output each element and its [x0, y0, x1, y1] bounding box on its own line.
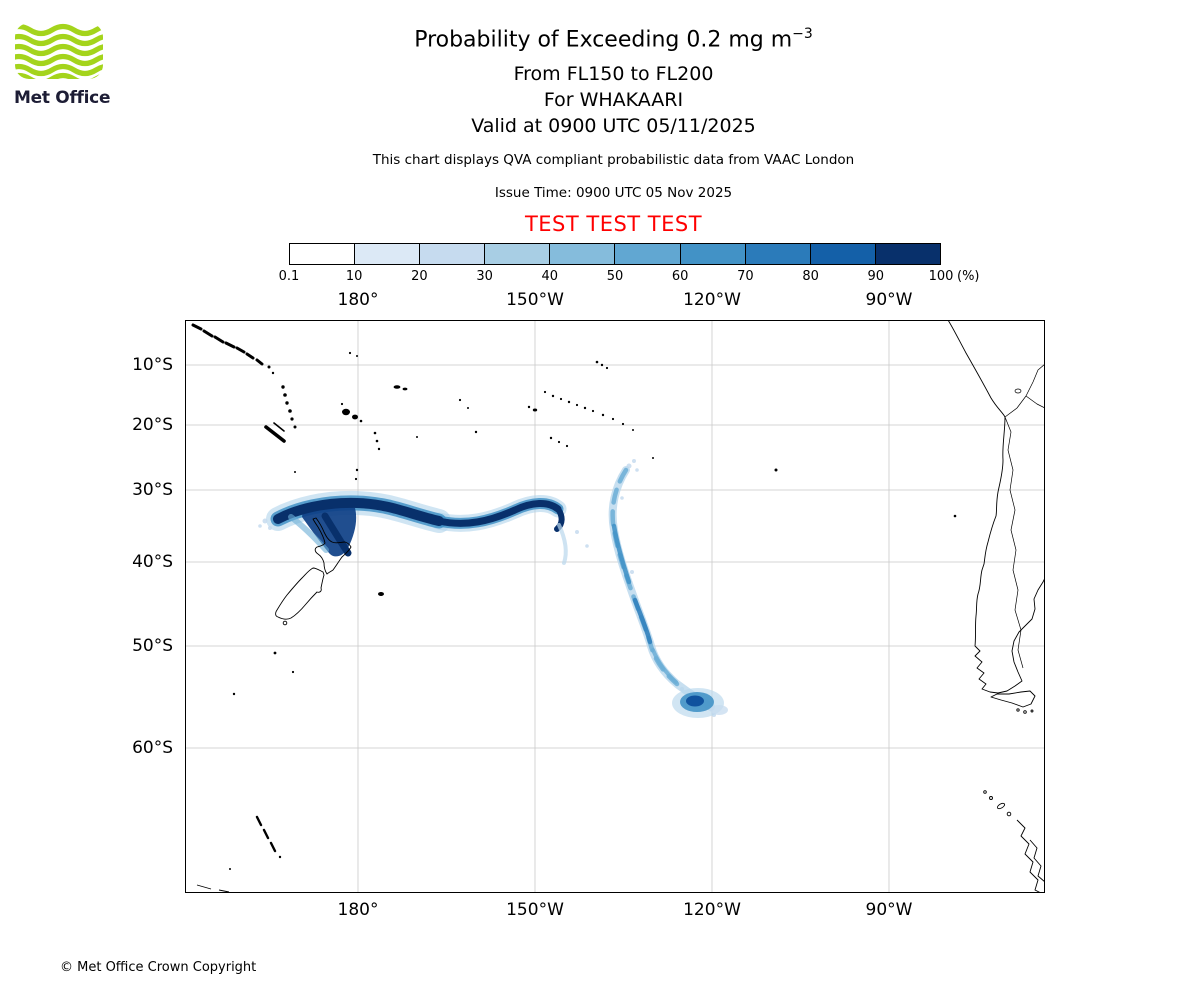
x-tick-label: 120°W [683, 290, 741, 310]
volcano-subtitle: For WHAKAARI [543, 88, 684, 111]
legend-tick: 90 [867, 269, 885, 284]
plume-hook-fringe [288, 514, 329, 553]
islands [191, 323, 957, 870]
country-borders [1004, 363, 1045, 669]
juan-fernandez [953, 514, 957, 518]
colorbar-cell [680, 244, 746, 264]
plume-core-left [273, 497, 444, 526]
plume-core-right [435, 500, 562, 527]
chatham-islands [378, 592, 384, 596]
legend-tick: 40 [541, 269, 559, 284]
colorbar-cell [485, 244, 551, 264]
antarctic-peninsula [983, 790, 1045, 893]
logo-waves [15, 23, 103, 79]
x-tick-label: 180° [337, 290, 379, 310]
plume-filament-mid [610, 467, 680, 687]
y-tick-label: 10°S [132, 355, 173, 375]
norfolk-island [294, 471, 296, 473]
legend-tick: 30 [476, 269, 493, 284]
colorbar-cell [355, 244, 421, 264]
plume-filament-seg3 [651, 648, 678, 684]
x-tick-label: 90°W [865, 900, 913, 920]
colorbar-cell [745, 244, 811, 264]
legend-tick: 0.1 [278, 269, 300, 284]
y-tick-label: 50°S [132, 636, 173, 656]
tuamotu [543, 390, 634, 431]
vanuatu [281, 385, 297, 429]
gridlines [185, 320, 1045, 893]
plume-filament-base [608, 466, 715, 711]
plume-filament-seg1 [611, 523, 632, 585]
coastlines [196, 320, 1045, 893]
legend-unit: (%) [957, 269, 980, 284]
tierra-del-fuego [990, 690, 1036, 708]
valid-time-subtitle: Valid at 0900 UTC 05/11/2025 [471, 114, 756, 137]
y-tick-label: 20°S [132, 415, 173, 435]
plume-end-tail2 [710, 705, 728, 715]
colorbar-cell [810, 244, 876, 264]
x-tick-label: 150°W [506, 290, 564, 310]
x-tick-label: 150°W [506, 900, 564, 920]
legend-tick: 70 [737, 269, 754, 284]
colorbar-cells [289, 243, 941, 265]
met-office-logo-icon [15, 23, 103, 79]
qva-note: This chart displays QVA compliant probab… [372, 151, 855, 168]
legend-tick: 20 [411, 269, 428, 284]
legend-tick: 50 [606, 269, 624, 284]
y-tick-label: 40°S [132, 552, 173, 572]
nz-south-island [275, 567, 325, 620]
plume-filament-seg2 [632, 597, 653, 645]
issue-time: Issue Time: 0900 UTC 05 Nov 2025 [494, 184, 733, 201]
new-caledonia [264, 422, 286, 443]
balleny-islands [255, 815, 277, 853]
copyright-text: © Met Office Crown Copyright [60, 960, 257, 975]
chart-title-text: Probability of Exceeding 0.2 mg m [414, 27, 793, 53]
colorbar-cell [420, 244, 486, 264]
fiji [340, 402, 363, 423]
chart-title-exponent: −3 [792, 26, 813, 42]
flight-levels-subtitle: From FL150 to FL200 [513, 62, 714, 85]
nz-north-island [312, 517, 352, 575]
legend-tick: 80 [802, 269, 819, 284]
legend-tick: 60 [671, 269, 689, 284]
stewart-island [282, 620, 288, 626]
y-tick-label: 30°S [132, 480, 173, 500]
colorbar-cell [875, 244, 940, 264]
antarctic-coast-hint [196, 884, 230, 893]
colorbar-cell [615, 244, 681, 264]
pacific-map-svg [185, 320, 1045, 893]
header: Probability of Exceeding 0.2 mg m−3 From… [27, 26, 1200, 236]
tonga [373, 431, 381, 451]
map: 180° 150°W 120°W 90°W 180° 150°W 120°W 9… [132, 290, 1045, 920]
south-america-coast [947, 320, 1045, 694]
x-tick-label: 120°W [683, 900, 741, 920]
met-office-logo-text: Met Office [14, 88, 111, 108]
colorbar-cell [290, 244, 356, 264]
test-banner: TEST TEST TEST [524, 211, 703, 236]
legend-tick: 100 [928, 269, 954, 284]
ash-plume [258, 459, 728, 718]
plume-end-core [686, 695, 704, 707]
society-islands [532, 408, 538, 412]
plume-hook [321, 512, 352, 557]
y-tick-label: 60°S [132, 738, 173, 758]
probability-colorbar: 0.1 10 20 30 40 50 60 70 80 90 100 (%) [279, 243, 980, 284]
chart-title: Probability of Exceeding 0.2 mg m−3 [27, 26, 1200, 54]
map-frame [185, 320, 1045, 893]
met-office-logo: Met Office [14, 22, 126, 108]
colorbar-cell [550, 244, 616, 264]
x-tick-label: 90°W [865, 290, 913, 310]
legend-tick: 10 [345, 269, 363, 284]
plume-end-tail [557, 523, 568, 565]
easter-island [774, 468, 778, 472]
solomon-islands [191, 323, 264, 366]
samoa [393, 385, 401, 389]
kermadec [355, 468, 359, 472]
x-tick-label: 180° [337, 900, 379, 920]
